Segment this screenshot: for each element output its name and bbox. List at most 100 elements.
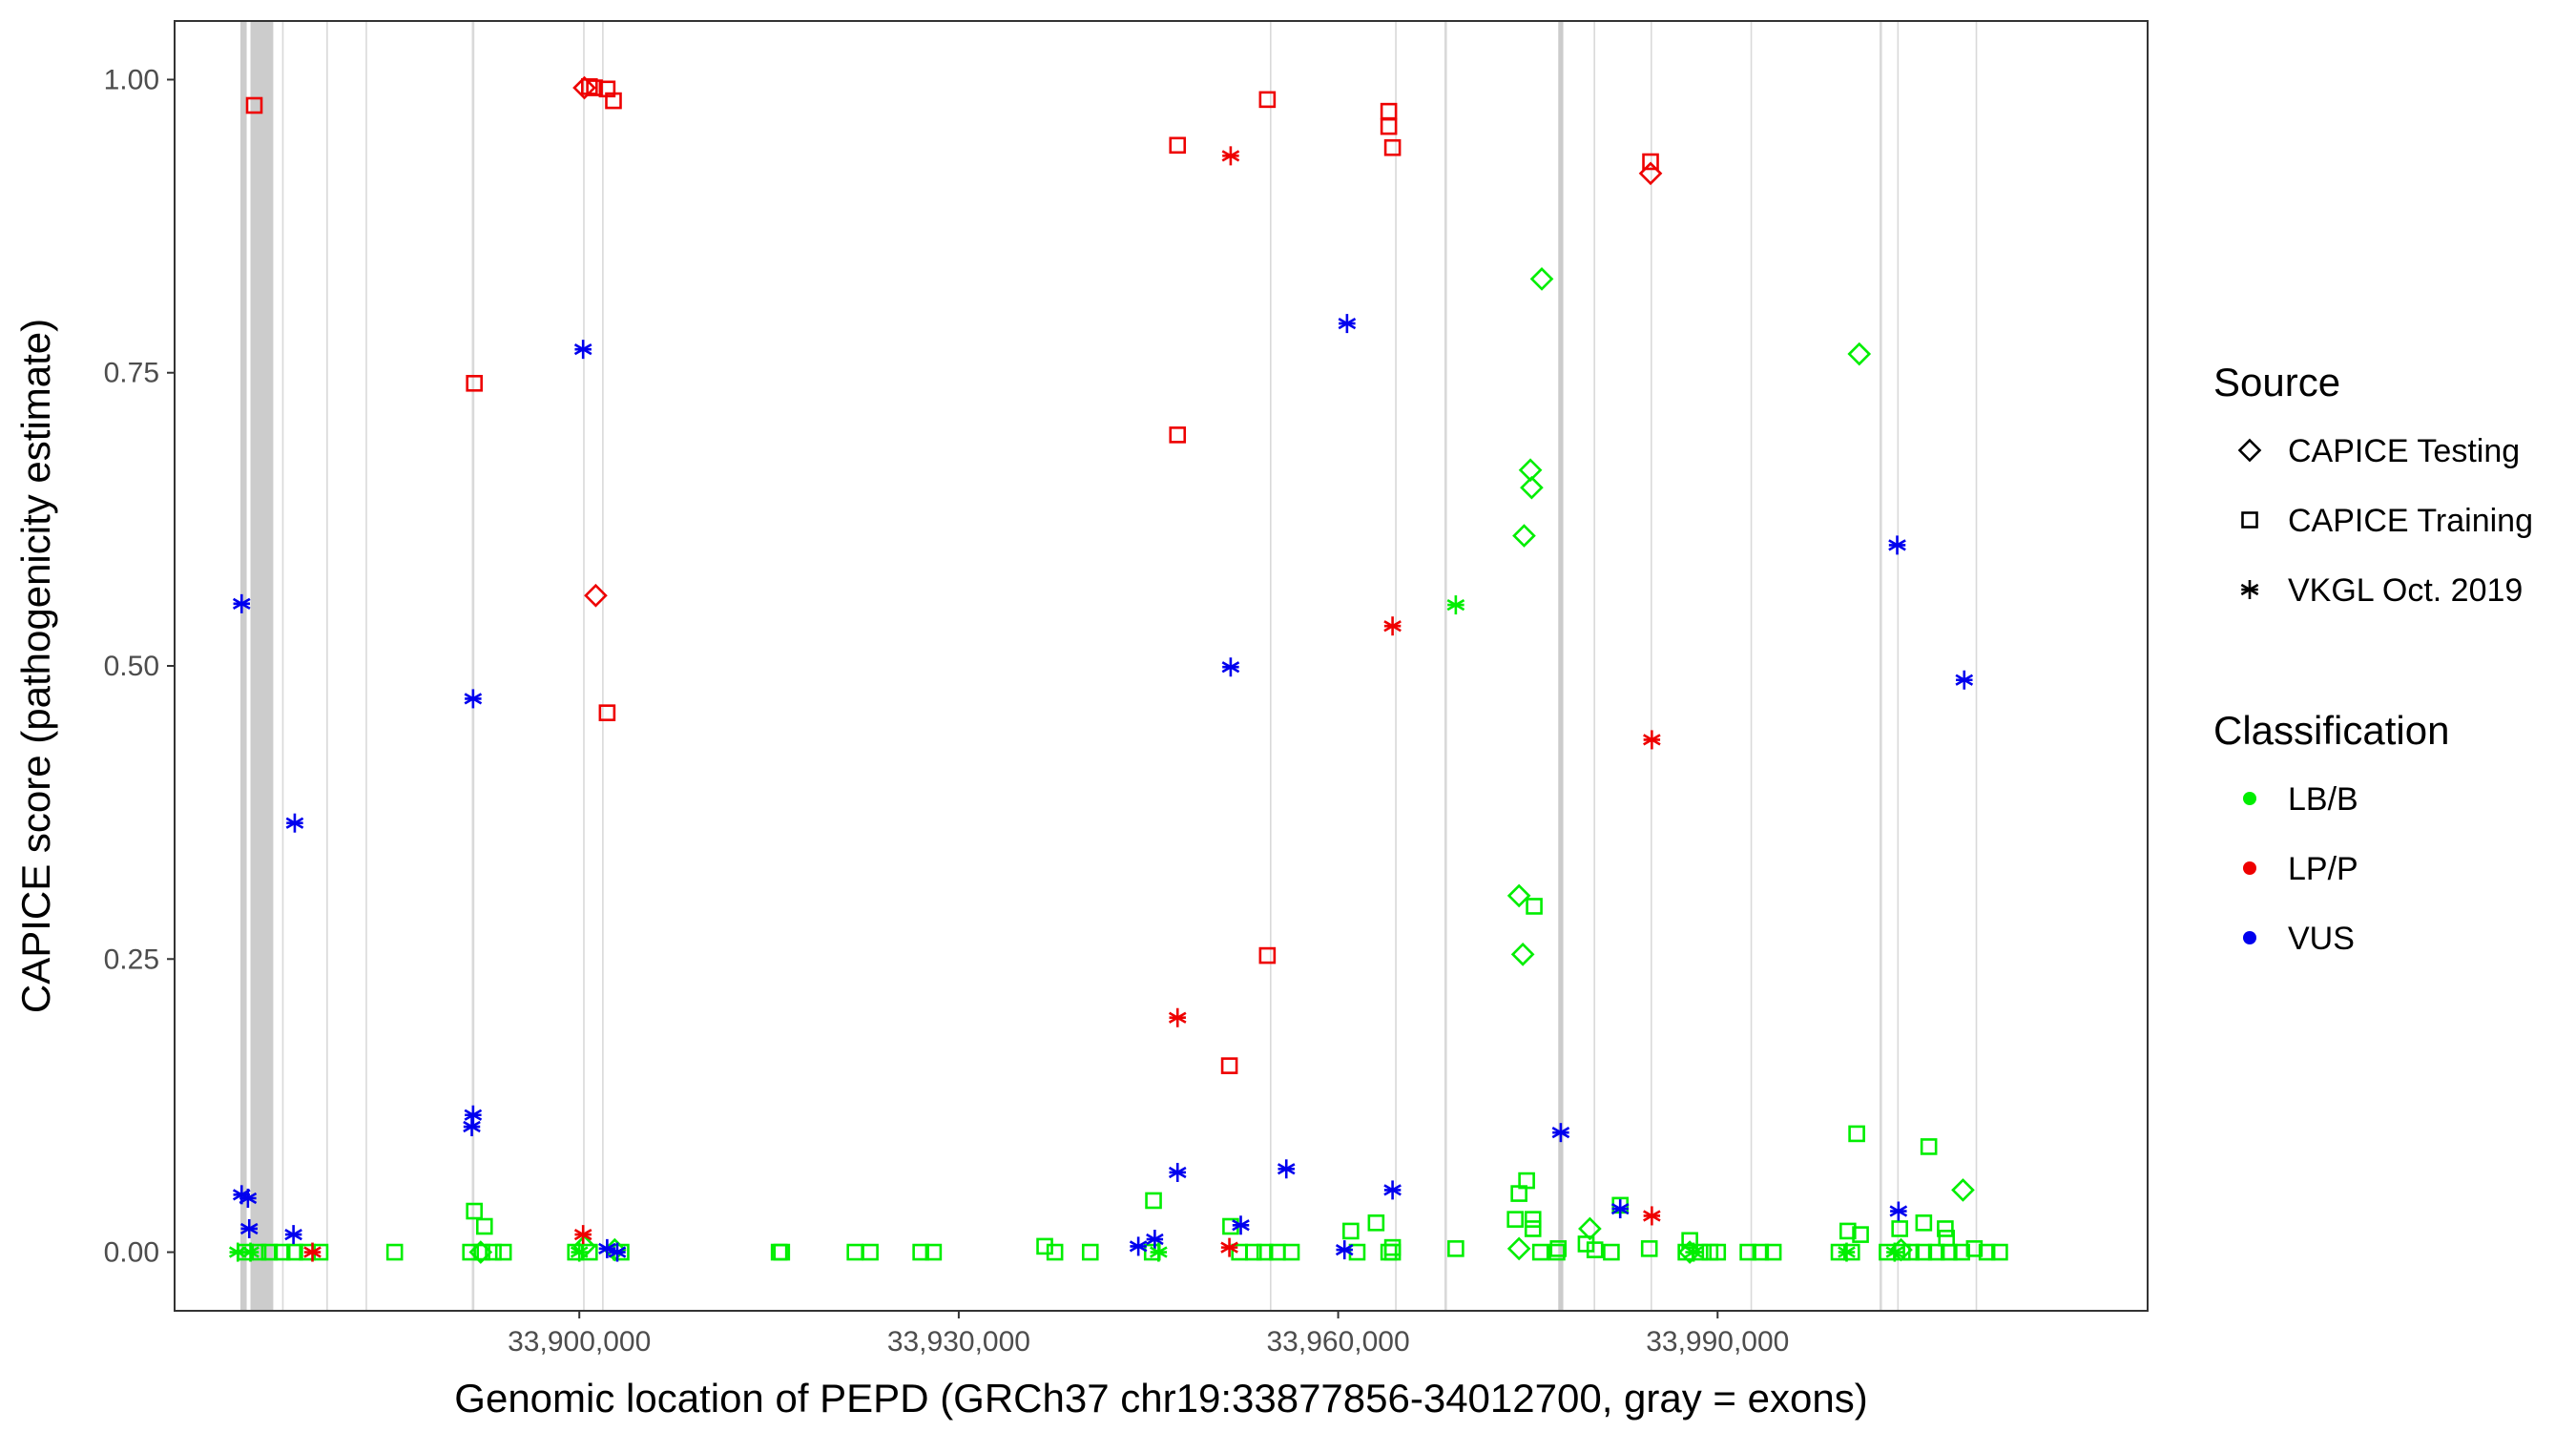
vkgl-point-lpp bbox=[1643, 730, 1661, 750]
training-point-lbb bbox=[1852, 1226, 1869, 1243]
exon-band bbox=[365, 21, 367, 1311]
training-point-lbb bbox=[1367, 1214, 1385, 1232]
training-point-lpp bbox=[605, 92, 622, 110]
vkgl-point-lpp bbox=[1643, 1206, 1661, 1226]
exon-band bbox=[583, 21, 585, 1311]
legend-class-label: VUS bbox=[2288, 921, 2355, 957]
training-point-lbb bbox=[1709, 1243, 1727, 1261]
testing-point-lbb bbox=[1951, 1178, 1975, 1202]
training-point-lbb bbox=[862, 1243, 879, 1261]
legend-source-item: VKGL Oct. 2019 bbox=[2240, 572, 2523, 609]
vkgl-point-lpp bbox=[1221, 146, 1240, 166]
training-point-lbb bbox=[1891, 1220, 1908, 1237]
testing-point-lbb bbox=[1847, 342, 1872, 366]
vkgl-point-vus bbox=[1888, 535, 1906, 555]
y-tick-label: 0.75 bbox=[104, 358, 159, 389]
training-point-lbb bbox=[1941, 1243, 1958, 1261]
vkgl-point-vus bbox=[1889, 1201, 1908, 1221]
testing-point-lbb bbox=[1510, 943, 1535, 966]
training-point-lbb bbox=[494, 1243, 512, 1261]
vkgl-point-lbb bbox=[1684, 1242, 1703, 1262]
training-point-lbb bbox=[1953, 1243, 1970, 1261]
legend: Source CAPICE Testing CAPICE Training VK… bbox=[2213, 360, 2533, 957]
training-point-lbb bbox=[1518, 1172, 1535, 1190]
exon-band bbox=[1270, 21, 1272, 1311]
exon-band bbox=[1593, 21, 1595, 1311]
testing-point-lbb bbox=[1520, 475, 1544, 500]
vkgl-point-lbb bbox=[1150, 1242, 1168, 1262]
training-point-lbb bbox=[1282, 1243, 1300, 1261]
legend-diamond-symbol bbox=[2237, 438, 2262, 463]
vkgl-point-vus bbox=[239, 1189, 258, 1209]
vkgl-point-vus bbox=[1335, 1240, 1354, 1260]
vkgl-point-vus bbox=[1221, 657, 1240, 677]
training-point-lbb bbox=[1927, 1243, 1945, 1261]
training-point-lbb bbox=[1524, 1220, 1542, 1237]
legend-square-symbol bbox=[2241, 511, 2258, 529]
exon-band bbox=[281, 21, 284, 1311]
training-point-lpp bbox=[1258, 946, 1277, 964]
y-tick-label: 0.50 bbox=[104, 651, 159, 682]
exon-band bbox=[471, 21, 475, 1311]
training-point-lpp bbox=[1642, 153, 1659, 171]
training-point-lbb bbox=[924, 1243, 943, 1261]
vkgl-point-vus bbox=[1277, 1159, 1296, 1179]
testing-point-lbb bbox=[468, 1240, 493, 1264]
training-point-lbb bbox=[466, 1202, 483, 1220]
vkgl-point-vus bbox=[1338, 314, 1357, 334]
exon-band bbox=[1651, 21, 1652, 1311]
vkgl-point-vus bbox=[464, 1105, 483, 1125]
data-point-group bbox=[228, 75, 2008, 1264]
x-tick-label: 33,900,000 bbox=[508, 1326, 651, 1358]
training-point-lbb bbox=[1524, 1211, 1542, 1228]
exon-band bbox=[1975, 21, 1978, 1311]
testing-point-lpp bbox=[572, 75, 596, 100]
legend-class-item: VUS bbox=[2243, 921, 2355, 957]
vkgl-point-vus bbox=[464, 689, 483, 709]
training-point-lbb bbox=[1603, 1243, 1620, 1261]
training-point-lbb bbox=[1526, 898, 1543, 915]
training-point-lpp bbox=[245, 96, 263, 114]
training-point-lbb bbox=[1506, 1211, 1524, 1228]
x-tick-label: 33,930,000 bbox=[887, 1326, 1030, 1358]
legend-class-item: LB/B bbox=[2243, 781, 2358, 818]
x-axis-title: Genomic location of PEPD (GRCh37 chr19:3… bbox=[454, 1376, 1867, 1421]
exon-band bbox=[1879, 21, 1882, 1311]
legend-classification-title: Classification bbox=[2213, 708, 2449, 753]
exon-band bbox=[1558, 21, 1564, 1311]
x-tick-label: 33,960,000 bbox=[1267, 1326, 1410, 1358]
training-point-lbb bbox=[1848, 1125, 1865, 1143]
legend-lbb-dot bbox=[2243, 792, 2256, 805]
training-point-lbb bbox=[1739, 1243, 1756, 1261]
training-point-lbb bbox=[912, 1243, 929, 1261]
exon-band bbox=[326, 21, 328, 1311]
y-tick-label: 0.00 bbox=[104, 1237, 159, 1269]
legend-source-item: CAPICE Training bbox=[2241, 503, 2533, 539]
training-point-lpp bbox=[1383, 138, 1402, 156]
vkgl-point-vus bbox=[1168, 1162, 1187, 1182]
training-point-lbb bbox=[1586, 1241, 1604, 1258]
training-point-lpp bbox=[1258, 91, 1277, 109]
vkgl-point-vus bbox=[1129, 1236, 1148, 1256]
training-point-lbb bbox=[1965, 1240, 1984, 1257]
training-point-lbb bbox=[773, 1243, 791, 1261]
vkgl-point-lpp bbox=[303, 1242, 322, 1262]
training-point-lbb bbox=[1920, 1138, 1938, 1155]
vkgl-point-vus bbox=[1146, 1230, 1164, 1250]
legend-class-item: LP/P bbox=[2243, 851, 2358, 887]
vkgl-point-vus bbox=[239, 1218, 259, 1238]
vkgl-point-vus bbox=[284, 1225, 302, 1245]
training-point-lbb bbox=[1046, 1243, 1064, 1261]
vkgl-point-vus bbox=[1955, 670, 1974, 690]
training-point-lbb bbox=[1577, 1235, 1595, 1253]
vkgl-point-lbb bbox=[570, 1242, 589, 1262]
training-point-lbb bbox=[1548, 1243, 1566, 1261]
testing-point-lbb bbox=[1512, 524, 1536, 548]
testing-point-lpp bbox=[1638, 161, 1663, 186]
training-point-lbb bbox=[475, 1217, 493, 1235]
training-point-lbb bbox=[1902, 1243, 1920, 1261]
legend-class-label: LB/B bbox=[2288, 781, 2358, 818]
vkgl-point-vus bbox=[285, 813, 304, 833]
